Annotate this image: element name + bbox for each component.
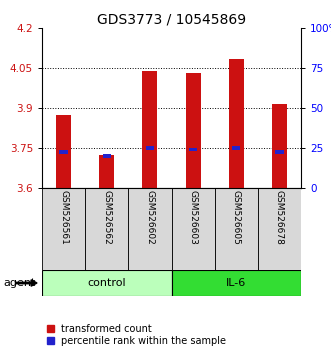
Text: GSM526605: GSM526605 <box>232 190 241 245</box>
Bar <box>56 115 71 188</box>
Text: GSM526562: GSM526562 <box>102 190 111 245</box>
Bar <box>99 155 114 188</box>
Bar <box>103 154 111 158</box>
Bar <box>232 146 240 150</box>
Bar <box>272 104 287 188</box>
Text: control: control <box>87 278 126 288</box>
Bar <box>275 150 284 154</box>
Text: IL-6: IL-6 <box>226 278 246 288</box>
Bar <box>146 146 154 150</box>
Bar <box>215 188 258 270</box>
Bar <box>171 270 301 296</box>
Text: agent: agent <box>3 278 36 288</box>
Bar <box>189 148 197 151</box>
Text: GSM526603: GSM526603 <box>189 190 198 245</box>
Bar <box>171 188 215 270</box>
Bar <box>42 188 85 270</box>
Text: GSM526602: GSM526602 <box>145 190 155 245</box>
Bar <box>186 73 201 188</box>
Text: GSM526561: GSM526561 <box>59 190 68 245</box>
Legend: transformed count, percentile rank within the sample: transformed count, percentile rank withi… <box>47 324 226 346</box>
Bar <box>60 150 68 154</box>
Bar <box>258 188 301 270</box>
Title: GDS3773 / 10545869: GDS3773 / 10545869 <box>97 13 246 27</box>
Bar <box>128 188 171 270</box>
Bar <box>142 71 158 188</box>
Text: GSM526678: GSM526678 <box>275 190 284 245</box>
Bar <box>42 270 171 296</box>
Bar <box>229 59 244 188</box>
Bar <box>85 188 128 270</box>
